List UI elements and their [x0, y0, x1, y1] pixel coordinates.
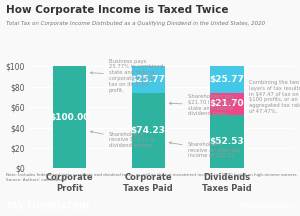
- Text: $25.77: $25.77: [131, 75, 166, 84]
- Text: Combining the two
layers of tax results
in $47.47 of tax on
$100 profits, or an
: Combining the two layers of tax results …: [249, 80, 300, 114]
- Text: Shareholders pay
$21.70 in combined
state and federal
dividend taxes.: Shareholders pay $21.70 in combined stat…: [169, 94, 240, 116]
- Bar: [211, 66, 244, 93]
- Bar: [53, 66, 86, 168]
- Bar: [211, 115, 244, 168]
- Text: Note: Includes federal and state corporate and dividend taxes, as well as the ne: Note: Includes federal and state corpora…: [6, 173, 298, 182]
- Text: $52.53: $52.53: [210, 137, 244, 146]
- Bar: [132, 93, 165, 168]
- Text: $100.00: $100.00: [49, 113, 90, 122]
- Text: Total Tax on Corporate Income Distributed as a Qualifying Dividend in the United: Total Tax on Corporate Income Distribute…: [6, 21, 265, 25]
- Text: Shareholders
receive $74.23 in
dividend income.: Shareholders receive $74.23 in dividend …: [90, 131, 154, 148]
- Text: $74.23: $74.23: [131, 126, 166, 135]
- Text: $21.70: $21.70: [210, 99, 244, 108]
- Text: Shareholders
receive an after-tax
income of $52.53.: Shareholders receive an after-tax income…: [169, 142, 239, 158]
- Bar: [132, 66, 165, 93]
- Text: TAX FOUNDATION: TAX FOUNDATION: [6, 202, 89, 211]
- Text: Business pays
25.77% in combined
state and federal
corporate income
tax on its $: Business pays 25.77% in combined state a…: [90, 59, 163, 93]
- Bar: [211, 93, 244, 115]
- Text: $25.77: $25.77: [210, 75, 244, 84]
- Text: #TaxFoundation: #TaxFoundation: [238, 203, 294, 209]
- Text: How Corporate Income is Taxed Twice: How Corporate Income is Taxed Twice: [6, 5, 229, 15]
